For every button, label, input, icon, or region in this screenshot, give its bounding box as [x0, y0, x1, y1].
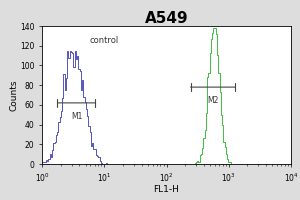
Y-axis label: Counts: Counts: [10, 79, 19, 111]
X-axis label: FL1-H: FL1-H: [154, 185, 179, 194]
Title: A549: A549: [145, 11, 188, 26]
Text: control: control: [89, 36, 118, 45]
Text: M2: M2: [207, 96, 218, 105]
Text: M1: M1: [71, 112, 82, 121]
